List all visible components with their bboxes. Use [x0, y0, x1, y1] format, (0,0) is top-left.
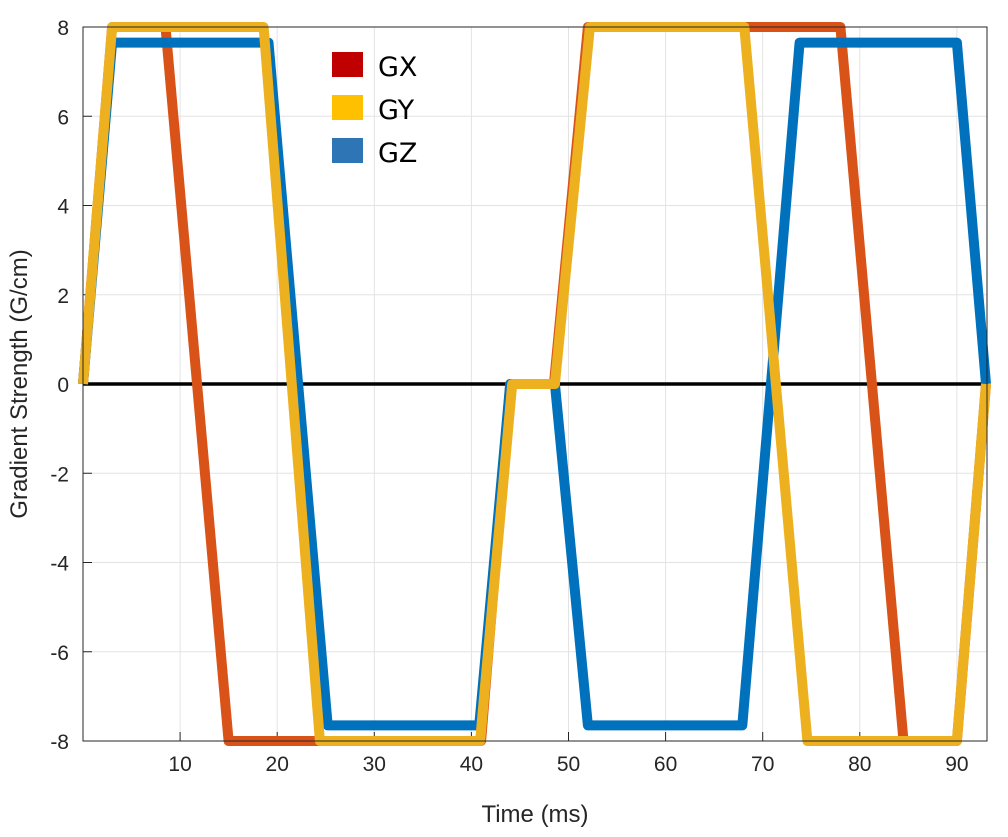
- legend-swatch-gx: [332, 52, 363, 77]
- x-tick-label: 70: [751, 753, 774, 776]
- y-tick-label: 4: [57, 196, 69, 219]
- y-tick-label: -4: [50, 553, 69, 576]
- tick-labels: 10 20 30 40 50 60 70 80 90 -8 -6 -4 -2 0 2 4 6 8: [50, 17, 968, 776]
- legend-label-gz: GZ: [378, 138, 417, 169]
- y-tick-label: 8: [57, 17, 69, 40]
- legend-label-gx: GX: [378, 52, 417, 83]
- legend-swatch-gz: [332, 138, 363, 163]
- x-tick-label: 90: [945, 753, 968, 776]
- x-axis-label: Time (ms): [481, 801, 588, 828]
- x-tick-label: 80: [848, 753, 871, 776]
- y-tick-label: -8: [50, 731, 69, 754]
- y-tick-label: 2: [57, 285, 69, 308]
- y-tick-label: -2: [50, 463, 69, 486]
- legend: GX GY GZ: [332, 52, 417, 169]
- y-tick-label: 0: [57, 374, 69, 397]
- y-tick-label: -6: [50, 642, 69, 665]
- y-axis-label: Gradient Strength (G/cm): [6, 249, 33, 518]
- x-tick-label: 10: [168, 753, 191, 776]
- x-tick-label: 30: [363, 753, 386, 776]
- legend-swatch-gy: [332, 95, 363, 120]
- legend-label-gy: GY: [378, 95, 415, 126]
- x-tick-label: 40: [460, 753, 483, 776]
- x-tick-label: 50: [557, 753, 580, 776]
- plot-frame: [82, 26, 988, 742]
- x-tick-label: 20: [266, 753, 289, 776]
- x-tick-label: 60: [654, 753, 677, 776]
- y-tick-label: 6: [57, 106, 69, 129]
